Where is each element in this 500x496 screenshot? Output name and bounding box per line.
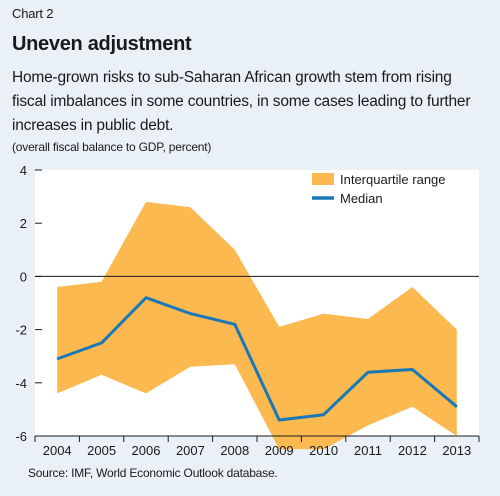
- x-tick-label: 2006: [132, 443, 161, 456]
- median-point: [56, 358, 58, 360]
- y-tick-label: 0: [20, 269, 27, 284]
- y-tick-label: -2: [15, 323, 27, 338]
- y-axis: 4 2 0 -2 -4 -6: [15, 163, 42, 444]
- median-point: [367, 371, 369, 373]
- source-note: Source: IMF, World Economic Outlook data…: [28, 466, 278, 480]
- y-tick-label: 2: [20, 216, 27, 231]
- chart-number: Chart 2: [12, 6, 54, 21]
- x-tick-label: 2012: [398, 443, 427, 456]
- y-tick-label: 4: [20, 163, 27, 178]
- x-tick-label: 2011: [354, 443, 382, 456]
- median-point: [101, 342, 103, 344]
- chart-subtitle: Home-grown risks to sub-Saharan African …: [12, 69, 471, 134]
- x-tick-label: 2005: [87, 443, 116, 456]
- median-point: [189, 313, 191, 315]
- x-tick-label: 2004: [43, 443, 72, 456]
- fiscal-balance-chart: 2004 2005 2006 2007 2008 2009 2010 2011 2012 2013…: [15, 163, 480, 456]
- x-tick-label: 2007: [176, 443, 205, 456]
- legend-label-median: Median: [340, 191, 383, 206]
- x-tick-label: 2013: [442, 443, 471, 456]
- interquartile-band: [57, 201, 457, 450]
- legend-label-interquartile: Interquartile range: [340, 172, 446, 187]
- median-line: [56, 296, 458, 422]
- median-point: [323, 414, 325, 416]
- unit-label: (overall fiscal balance to GDP, percent): [12, 140, 212, 154]
- median-point: [278, 419, 280, 421]
- median-point: [234, 323, 236, 325]
- interquartile-band-layer: [57, 201, 457, 450]
- legend-swatch-interquartile: [312, 173, 334, 185]
- legend: Interquartile range Median: [312, 172, 446, 206]
- x-tick-label: 2010: [309, 443, 338, 456]
- x-tick-label: 2008: [220, 443, 249, 456]
- median-point: [411, 369, 413, 370]
- chart-title: Uneven adjustment: [12, 33, 192, 55]
- median-line-layer: [56, 296, 458, 422]
- x-axis: 2004 2005 2006 2007 2008 2009 2010 2011 2012 2013: [34, 435, 480, 456]
- y-tick-label: -4: [15, 376, 27, 391]
- median-point: [456, 406, 458, 408]
- median-point: [145, 297, 147, 299]
- y-tick-label: -6: [15, 429, 27, 444]
- x-tick-label: 2009: [265, 443, 294, 456]
